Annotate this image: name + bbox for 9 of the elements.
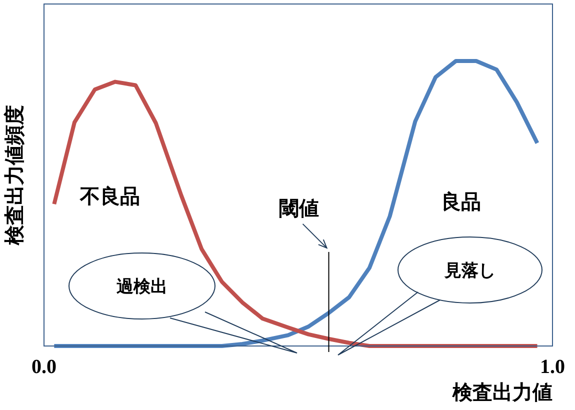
x-axis-title: 検査出力値 [452, 380, 552, 404]
ref-line-label: 閾値 [278, 196, 319, 220]
series-label: 不良品 [79, 184, 140, 208]
x-tick-label: 0.0 [32, 356, 56, 378]
text: 良品 [440, 190, 481, 214]
x-tick-label: 1.0 [540, 356, 565, 378]
annotation: 見落し [444, 261, 496, 281]
y-axis-title: 検査出力値頻度 [2, 105, 26, 246]
annotation: 過検出 [116, 277, 168, 297]
